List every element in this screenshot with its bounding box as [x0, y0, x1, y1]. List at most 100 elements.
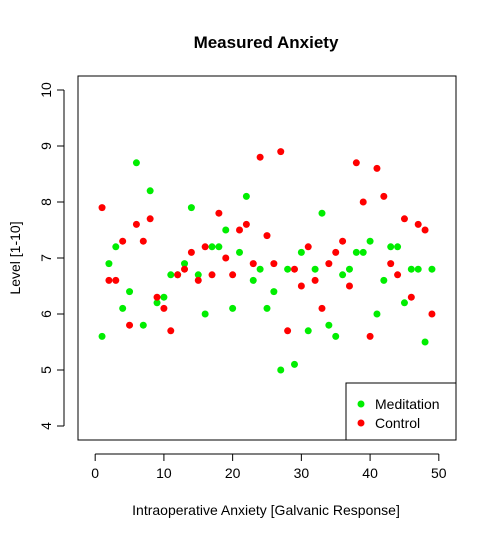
data-point-meditation [421, 338, 429, 346]
x-tick-label: 0 [91, 465, 99, 481]
data-point-meditation [297, 248, 305, 256]
data-points [98, 148, 436, 374]
data-point-meditation [146, 187, 154, 195]
x-tick-label: 10 [156, 465, 172, 481]
data-point-control [345, 282, 353, 290]
data-point-control [256, 153, 264, 161]
data-point-control [194, 276, 202, 284]
data-point-control [297, 282, 305, 290]
data-point-control [325, 260, 333, 268]
x-tick-label: 20 [225, 465, 241, 481]
data-point-control [208, 271, 216, 279]
legend-label-meditation: Meditation [375, 396, 440, 412]
data-point-meditation [105, 260, 113, 268]
data-point-meditation [263, 304, 271, 312]
data-point-meditation [194, 271, 202, 279]
data-point-meditation [256, 265, 264, 273]
x-tick-label: 30 [294, 465, 310, 481]
data-point-meditation [366, 237, 374, 245]
data-point-meditation [352, 248, 360, 256]
data-point-control [407, 293, 415, 301]
data-point-control [366, 332, 374, 340]
data-point-meditation [332, 332, 340, 340]
y-axis-label: Level [1-10] [7, 221, 23, 294]
data-point-meditation [126, 288, 134, 296]
data-point-control [181, 265, 189, 273]
data-point-meditation [229, 304, 237, 312]
data-point-meditation [345, 265, 353, 273]
x-tick-label: 40 [362, 465, 378, 481]
legend-marker-meditation [357, 400, 365, 408]
data-point-control [229, 271, 237, 279]
data-point-meditation [387, 243, 395, 251]
data-point-meditation [215, 243, 223, 251]
data-point-control [146, 215, 154, 223]
data-point-meditation [98, 332, 106, 340]
y-tick-label: 5 [38, 366, 54, 374]
y-tick-label: 8 [38, 198, 54, 206]
data-point-control [428, 310, 436, 318]
data-point-meditation [139, 321, 147, 329]
data-point-control [160, 304, 168, 312]
data-point-meditation [380, 276, 388, 284]
data-point-meditation [153, 299, 161, 307]
data-point-control [126, 321, 134, 329]
x-axis-label: Intraoperative Anxiety [Galvanic Respons… [132, 502, 400, 518]
data-point-control [167, 327, 175, 335]
data-point-control [132, 220, 140, 228]
y-tick-label: 7 [38, 254, 54, 262]
data-point-meditation [181, 260, 189, 268]
legend-box [345, 382, 457, 441]
data-point-control [284, 327, 292, 335]
data-point-control [359, 198, 367, 206]
data-point-meditation [270, 288, 278, 296]
data-point-meditation [311, 265, 319, 273]
data-point-meditation [167, 271, 175, 279]
data-point-meditation [407, 265, 415, 273]
data-point-control [394, 271, 402, 279]
data-point-control [387, 260, 395, 268]
data-point-control [311, 276, 319, 284]
data-point-control [112, 276, 120, 284]
data-point-control [414, 220, 422, 228]
data-point-control [290, 265, 298, 273]
data-point-control [373, 164, 381, 172]
data-point-meditation [318, 209, 326, 217]
data-point-control [236, 226, 244, 234]
data-point-control [339, 237, 347, 245]
data-point-meditation [428, 265, 436, 273]
legend: Meditation Control [345, 382, 457, 441]
data-point-meditation [249, 276, 257, 284]
data-point-meditation [290, 360, 298, 368]
data-point-meditation [160, 293, 168, 301]
data-point-meditation [359, 248, 367, 256]
legend-label-control: Control [375, 415, 420, 431]
data-point-meditation [400, 299, 408, 307]
data-point-control [187, 248, 195, 256]
x-axis: 0 10 20 30 40 50 [91, 453, 447, 481]
data-point-control [332, 248, 340, 256]
data-point-meditation [325, 321, 333, 329]
data-point-meditation [394, 243, 402, 251]
data-point-control [222, 254, 230, 262]
y-tick-label: 4 [38, 422, 54, 430]
data-point-meditation [414, 265, 422, 273]
data-point-control [318, 304, 326, 312]
data-point-meditation [112, 243, 120, 251]
data-point-meditation [208, 243, 216, 251]
data-point-meditation [201, 310, 209, 318]
data-point-control [277, 148, 285, 156]
data-point-meditation [242, 192, 250, 200]
plot-area-frame [77, 75, 457, 441]
data-point-control [215, 209, 223, 217]
y-tick-label: 10 [38, 82, 54, 98]
data-point-meditation [277, 366, 285, 374]
data-point-meditation [187, 204, 195, 212]
data-point-meditation [284, 265, 292, 273]
y-tick-label: 6 [38, 310, 54, 318]
data-point-meditation [236, 248, 244, 256]
y-tick-label: 9 [38, 142, 54, 150]
data-point-control [174, 271, 182, 279]
data-point-control [400, 215, 408, 223]
data-point-control [105, 276, 113, 284]
